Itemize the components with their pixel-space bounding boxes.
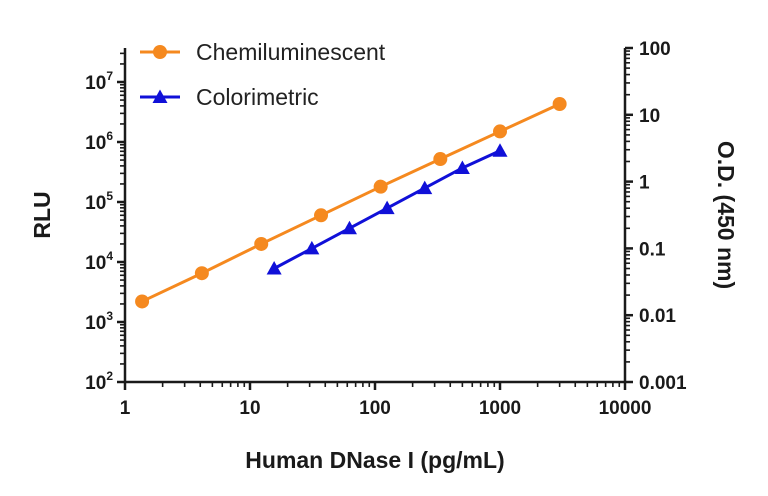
colorimetric-point [304, 240, 320, 255]
x-tick-label: 10000 [599, 398, 652, 419]
colorimetric-point [492, 143, 508, 157]
chemiluminescent-line [141, 102, 561, 303]
x-tick-label: 1000 [479, 398, 521, 419]
y2-tick-label: 10 [639, 106, 660, 127]
x-axis-title: Human DNase I (pg/mL) [245, 447, 504, 473]
chemiluminescent-point [433, 152, 448, 167]
y-tick-label: 102 [85, 369, 113, 394]
y2-axis-title: O.D. (450 nm) [713, 141, 739, 289]
colorimetric-point [454, 160, 470, 174]
legend-entry-chemiluminescent: Chemiluminescent [140, 39, 386, 65]
x-tick-label: 10 [239, 398, 260, 419]
legend-entry-colorimetric: Colorimetric [140, 84, 319, 110]
series-colorimetric [266, 143, 508, 275]
chemiluminescent-point [194, 266, 209, 281]
legend-label: Chemiluminescent [196, 39, 386, 65]
chemiluminescent-point [135, 294, 150, 309]
colorimetric-point [417, 180, 433, 195]
colorimetric-point [341, 220, 357, 235]
chemiluminescent-point [314, 208, 329, 223]
chemiluminescent-point [552, 96, 567, 111]
y2-tick-label: 0.001 [639, 373, 687, 394]
y-tick-label: 104 [85, 249, 113, 274]
y-axis-title: RLU [29, 191, 55, 238]
y2-tick-label: 0.01 [639, 306, 676, 327]
axes: 1 10 100 1000 10000 102 103 104 105 106 107 0.001 0.… [85, 39, 687, 419]
y-tick-label: 106 [85, 129, 113, 154]
y-tick-label: 103 [85, 309, 113, 334]
colorimetric-point [379, 200, 395, 215]
y2-tick-label: 100 [639, 39, 671, 60]
chemiluminescent-point [493, 124, 507, 139]
legend-label: Colorimetric [196, 84, 319, 110]
series-layer [135, 96, 567, 309]
legend: Chemiluminescent Colorimetric [140, 39, 386, 110]
colorimetric-point [152, 89, 168, 103]
y-tick-label: 107 [85, 69, 113, 94]
y2-tick-label: 1 [639, 173, 650, 194]
colorimetric-point [266, 261, 282, 275]
series-chemiluminescent [135, 96, 567, 309]
y-tick-label: 105 [85, 189, 113, 214]
chemiluminescent-point [373, 179, 388, 194]
x-tick-label: 1 [120, 398, 131, 419]
chemiluminescent-point [254, 236, 269, 251]
chemiluminescent-point [153, 45, 167, 59]
y2-tick-label: 0.1 [639, 239, 666, 260]
x-tick-label: 100 [359, 398, 391, 419]
